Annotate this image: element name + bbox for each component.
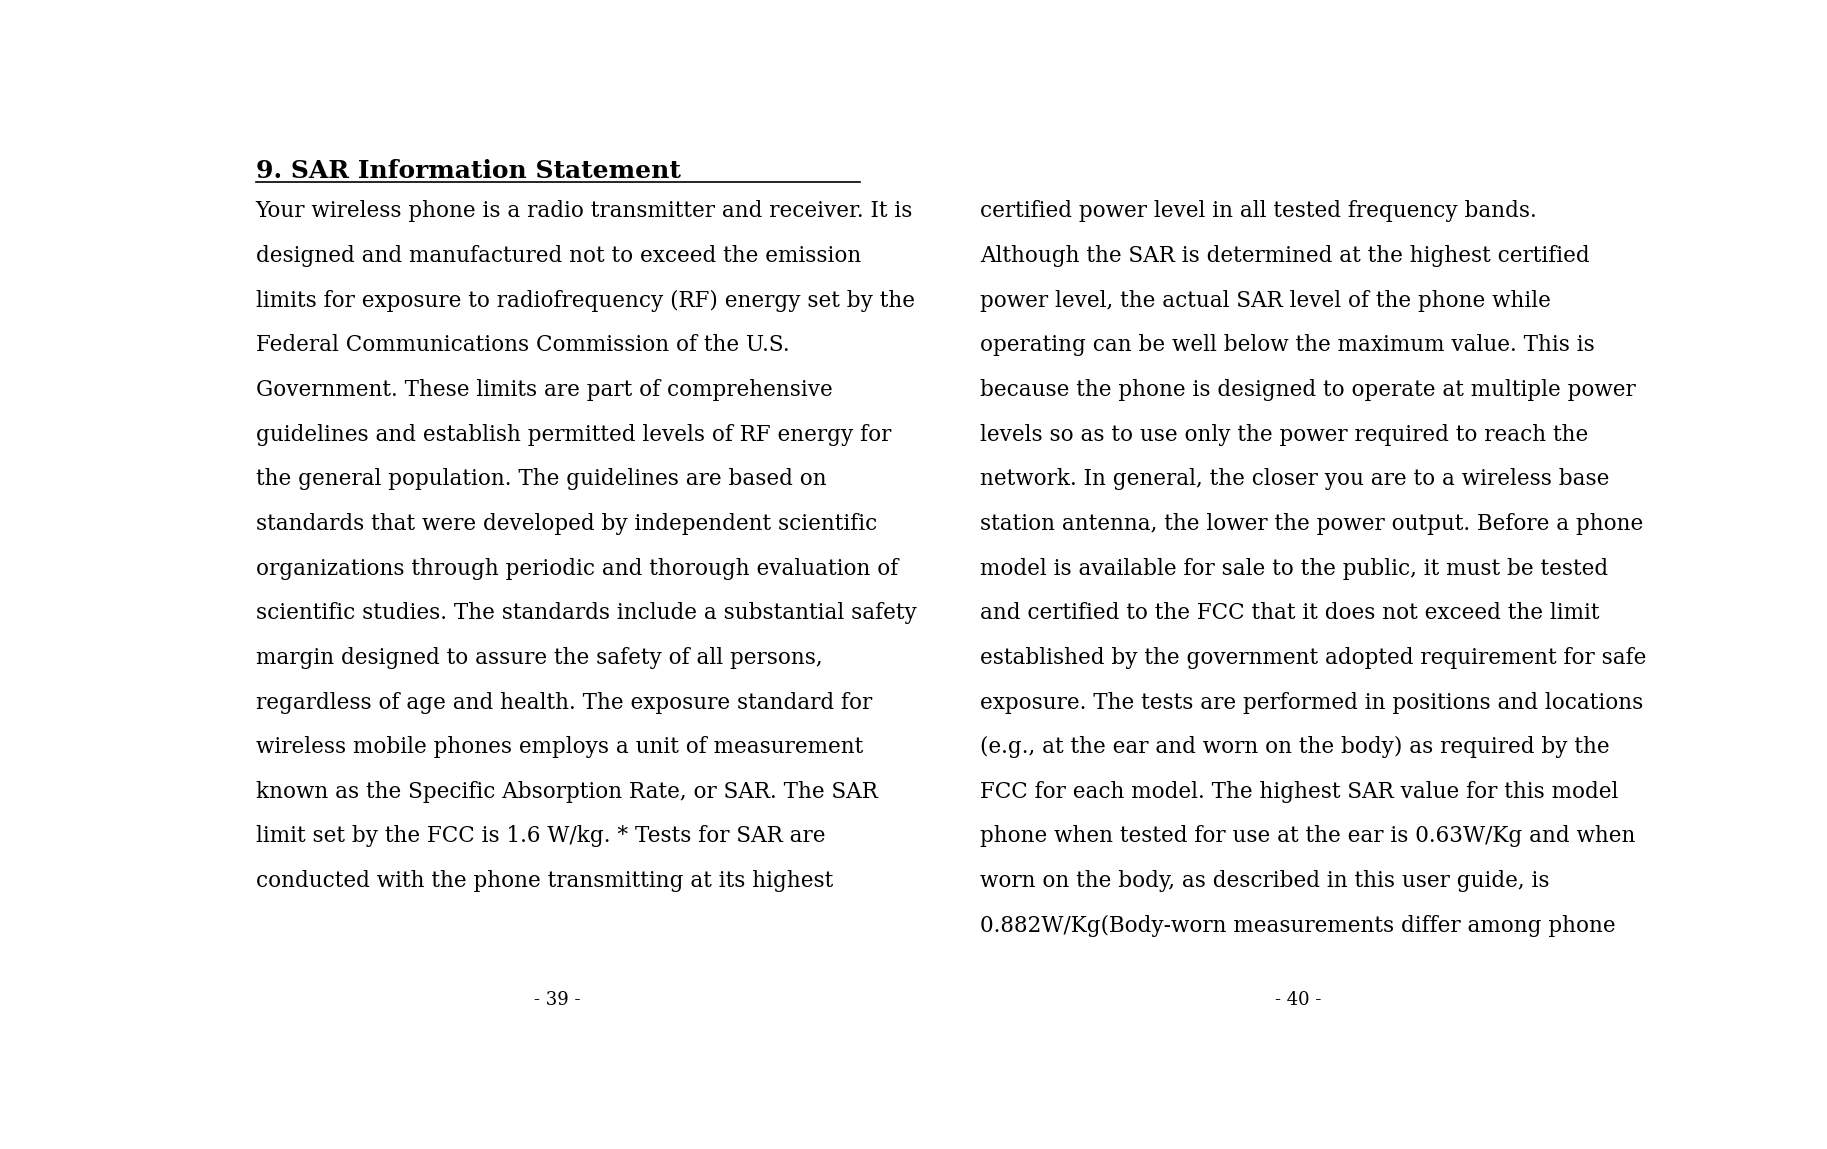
Text: levels so as to use only the power required to reach the: levels so as to use only the power requi… [979, 424, 1588, 446]
Text: because the phone is designed to operate at multiple power: because the phone is designed to operate… [979, 379, 1635, 401]
Text: operating can be well below the maximum value. This is: operating can be well below the maximum … [979, 334, 1595, 356]
Text: worn on the body, as described in this user guide, is: worn on the body, as described in this u… [979, 870, 1549, 892]
Text: - 39 -: - 39 - [535, 990, 581, 1009]
Text: station antenna, the lower the power output. Before a phone: station antenna, the lower the power out… [979, 512, 1642, 535]
Text: margin designed to assure the safety of all persons,: margin designed to assure the safety of … [256, 647, 822, 669]
Text: organizations through periodic and thorough evaluation of: organizations through periodic and thoro… [256, 557, 897, 579]
Text: exposure. The tests are performed in positions and locations: exposure. The tests are performed in pos… [979, 692, 1642, 714]
Text: limits for exposure to radiofrequency (RF) energy set by the: limits for exposure to radiofrequency (R… [256, 290, 915, 311]
Text: standards that were developed by independent scientific: standards that were developed by indepen… [256, 512, 877, 535]
Text: Federal Communications Commission of the U.S.: Federal Communications Commission of the… [256, 334, 789, 356]
Text: power level, the actual SAR level of the phone while: power level, the actual SAR level of the… [979, 290, 1551, 311]
Text: - 40 -: - 40 - [1275, 990, 1321, 1009]
Text: known as the Specific Absorption Rate, or SAR. The SAR: known as the Specific Absorption Rate, o… [256, 781, 877, 803]
Text: Your wireless phone is a radio transmitter and receiver. It is: Your wireless phone is a radio transmitt… [256, 200, 914, 222]
Text: and certified to the FCC that it does not exceed the limit: and certified to the FCC that it does no… [979, 602, 1600, 624]
Text: FCC for each model. The highest SAR value for this model: FCC for each model. The highest SAR valu… [979, 781, 1619, 803]
Text: certified power level in all tested frequency bands.: certified power level in all tested freq… [979, 200, 1537, 222]
Text: designed and manufactured not to exceed the emission: designed and manufactured not to exceed … [256, 245, 861, 267]
Text: phone when tested for use at the ear is 0.63W/Kg and when: phone when tested for use at the ear is … [979, 825, 1635, 848]
Text: (e.g., at the ear and worn on the body) as required by the: (e.g., at the ear and worn on the body) … [979, 737, 1610, 758]
Text: Although the SAR is determined at the highest certified: Although the SAR is determined at the hi… [979, 245, 1589, 267]
Text: scientific studies. The standards include a substantial safety: scientific studies. The standards includ… [256, 602, 917, 624]
Text: 0.882W/Kg(Body-worn measurements differ among phone: 0.882W/Kg(Body-worn measurements differ … [979, 915, 1615, 936]
Text: model is available for sale to the public, it must be tested: model is available for sale to the publi… [979, 557, 1608, 579]
Text: regardless of age and health. The exposure standard for: regardless of age and health. The exposu… [256, 692, 871, 714]
Text: conducted with the phone transmitting at its highest: conducted with the phone transmitting at… [256, 870, 833, 892]
Text: 9. SAR Information Statement: 9. SAR Information Statement [256, 159, 680, 183]
Text: guidelines and establish permitted levels of RF energy for: guidelines and establish permitted level… [256, 424, 892, 446]
Text: limit set by the FCC is 1.6 W/kg. * Tests for SAR are: limit set by the FCC is 1.6 W/kg. * Test… [256, 825, 826, 848]
Text: wireless mobile phones employs a unit of measurement: wireless mobile phones employs a unit of… [256, 737, 862, 758]
Text: network. In general, the closer you are to a wireless base: network. In general, the closer you are … [979, 468, 1610, 491]
Text: established by the government adopted requirement for safe: established by the government adopted re… [979, 647, 1646, 669]
Text: the general population. The guidelines are based on: the general population. The guidelines a… [256, 468, 826, 491]
Text: Government. These limits are part of comprehensive: Government. These limits are part of com… [256, 379, 833, 401]
